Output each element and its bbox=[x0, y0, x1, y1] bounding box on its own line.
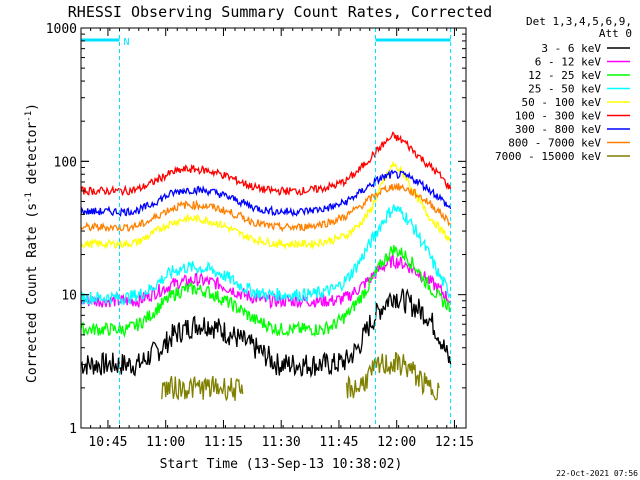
legend-label: 50 - 100 keV bbox=[522, 96, 602, 109]
x-ticks: 10:45 11:00 11:15 11:30 11:45 12:00 12:15 bbox=[80, 28, 474, 450]
legend-label: 25 - 50 keV bbox=[528, 83, 601, 96]
legend-label: 800 - 7000 keV bbox=[508, 137, 601, 150]
x-tick-label: 12:15 bbox=[435, 435, 474, 450]
y-tick-label: 1000 bbox=[46, 22, 77, 37]
y-axis-label: Corrected Count Rate (s-1 detector-1) bbox=[24, 103, 40, 383]
series-line bbox=[345, 352, 440, 401]
legend-label: 3 - 6 keV bbox=[541, 42, 601, 55]
x-tick-label: 11:15 bbox=[204, 435, 243, 450]
series-layer bbox=[80, 131, 452, 402]
chart-title: RHESSI Observing Summary Count Rates, Co… bbox=[68, 3, 492, 21]
y-ticks: 1 10 100 1000 bbox=[46, 22, 466, 437]
legend-header-line1: Det 1,3,4,5,6,9, bbox=[526, 15, 632, 28]
y-tick-label: 1 bbox=[69, 422, 77, 437]
legend-label: 6 - 12 keV bbox=[535, 56, 602, 69]
legend-label: 300 - 800 keV bbox=[515, 123, 601, 136]
series-line bbox=[80, 182, 451, 233]
series-line bbox=[80, 245, 452, 339]
x-axis-label: Start Time (13-Sep-13 10:38:02) bbox=[160, 457, 403, 472]
legend-label: 7000 - 15000 keV bbox=[495, 150, 601, 163]
x-tick-label: 11:30 bbox=[262, 435, 301, 450]
series-line bbox=[161, 375, 244, 402]
series-line bbox=[80, 288, 452, 379]
legend-label: 100 - 300 keV bbox=[515, 110, 601, 123]
legend-label: 12 - 25 keV bbox=[528, 69, 601, 82]
series-line bbox=[80, 131, 452, 197]
x-tick-label: 12:00 bbox=[377, 435, 416, 450]
x-tick-label: 10:45 bbox=[88, 435, 127, 450]
series-line bbox=[80, 169, 452, 218]
legend-header-line2: Att 0 bbox=[599, 27, 632, 40]
footer-date: 22-Oct-2021 07:56 bbox=[556, 469, 638, 478]
night-flag-label: N bbox=[124, 37, 130, 48]
x-tick-label: 11:00 bbox=[146, 435, 185, 450]
series-line bbox=[80, 204, 451, 306]
y-tick-label: 10 bbox=[61, 289, 77, 304]
y-tick-label: 100 bbox=[54, 155, 77, 170]
x-tick-label: 11:45 bbox=[319, 435, 358, 450]
